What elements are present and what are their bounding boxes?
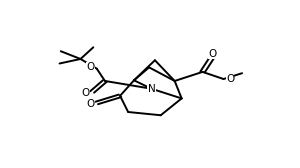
Text: O: O: [208, 49, 217, 59]
Text: O: O: [81, 88, 89, 98]
Text: O: O: [86, 99, 94, 109]
Text: O: O: [226, 74, 234, 84]
Text: N: N: [148, 84, 155, 94]
Text: O: O: [86, 62, 94, 72]
